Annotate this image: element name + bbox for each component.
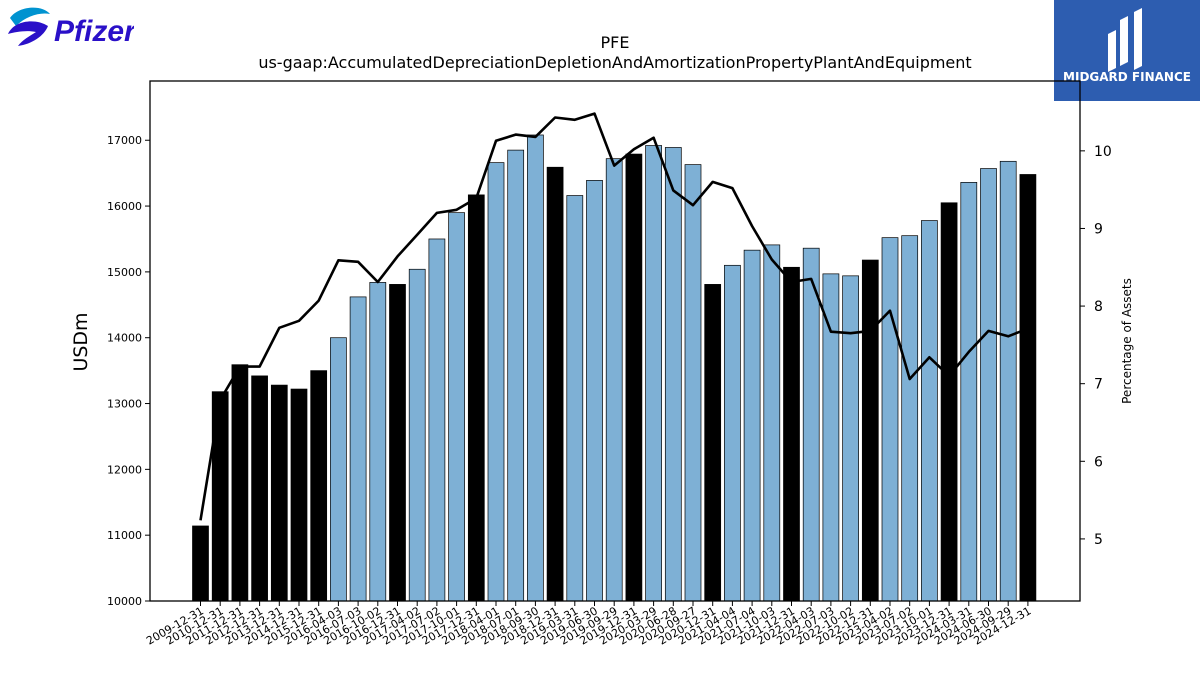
bar-2022-12-31 — [861, 259, 879, 602]
bar-2020-12-31 — [704, 284, 722, 602]
bar-2016-10-02 — [369, 282, 387, 602]
bar-2019-06-30 — [586, 180, 603, 602]
bar-2022-04-03 — [802, 247, 820, 602]
y2-tick-label: 5 — [1094, 532, 1103, 548]
bar-2024-03-31 — [960, 182, 978, 602]
y2-tick-label: 10 — [1094, 144, 1112, 160]
bar-2020-09-27 — [684, 164, 702, 602]
midgard-emblem-left-icon — [1108, 30, 1116, 72]
y-tick-label: 10000 — [107, 595, 142, 608]
bar-2017-04-02 — [408, 268, 426, 602]
bar-2018-04-01 — [487, 162, 505, 602]
bar-2016-07-03 — [349, 296, 367, 602]
midgard-finance-logo: MIDGARD FINANCE — [1054, 0, 1200, 101]
axes: 10000 11000 12000 13000 14000 15000 16000 17000… — [107, 80, 1112, 648]
bar-2019-09-29 — [605, 158, 623, 602]
midgard-logo-mark: MIDGARD FINANCE — [1054, 0, 1200, 101]
bar-2023-10-01 — [921, 220, 938, 602]
bar-2022-07-03 — [822, 273, 840, 602]
bar-2019-03-31 — [566, 195, 584, 602]
y-tick-label: 14000 — [107, 332, 142, 345]
bar-2023-12-31 — [940, 202, 958, 602]
bar-2022-10-02 — [842, 275, 859, 602]
bar-2021-10-03 — [763, 244, 781, 602]
y2-tick-label: 8 — [1094, 299, 1103, 315]
bar-2021-04-04 — [724, 264, 741, 602]
bar-2017-07-02 — [428, 238, 446, 602]
midgard-emblem-middle-icon — [1120, 16, 1128, 66]
bar-2021-12-31 — [783, 266, 800, 602]
bar-2021-07-04 — [743, 249, 761, 602]
y-axis-label: USDm — [70, 312, 92, 371]
bar-series — [192, 134, 1037, 602]
y-tick-label: 11000 — [107, 529, 142, 542]
bar-2020-06-28 — [664, 147, 682, 602]
line-series — [199, 112, 1029, 521]
pfizer-logo: Pfizer — [4, 4, 138, 60]
bar-2014-12-31 — [290, 388, 308, 602]
chart-title: PFE — [601, 33, 630, 52]
pfizer-swirl-lower-icon — [8, 21, 48, 46]
bar-2018-07-01 — [507, 149, 525, 602]
y2-tick-label: 6 — [1094, 454, 1103, 470]
bar-2019-12-31 — [625, 153, 643, 602]
pfizer-wordmark: Pfizer — [54, 15, 134, 48]
y2-tick-label: 7 — [1094, 377, 1103, 393]
y-tick-label: 17000 — [107, 134, 142, 147]
pfizer-logo-mark: Pfizer — [8, 7, 138, 48]
bar-2017-10-01 — [448, 212, 465, 602]
bar-2016-04-03 — [330, 337, 347, 602]
midgard-emblem-right-icon — [1134, 8, 1142, 70]
bar-2009-12-31 — [192, 525, 209, 602]
y-tick-label: 15000 — [107, 266, 142, 279]
pfizer-swirl-upper-icon — [10, 7, 50, 27]
plot-frame — [149, 80, 1081, 602]
bar-2012-12-31 — [251, 375, 268, 602]
bar-2018-09-30 — [527, 134, 544, 602]
chart-subtitle: us-gaap:AccumulatedDepreciationDepletion… — [258, 53, 971, 72]
percentage-line — [199, 112, 1029, 521]
y2-tick-label: 9 — [1094, 221, 1103, 237]
bar-2018-12-31 — [546, 166, 564, 602]
y2-axis-label: Percentage of Assets — [1120, 278, 1134, 404]
y-tick-label: 13000 — [107, 398, 142, 411]
y-tick-label: 12000 — [107, 463, 142, 476]
y-tick-label: 16000 — [107, 200, 142, 213]
midgard-wordmark: MIDGARD FINANCE — [1063, 70, 1191, 84]
bar-2017-12-31 — [467, 194, 485, 602]
bar-2011-12-31 — [231, 364, 249, 602]
bar-2024-09-29 — [999, 160, 1017, 602]
bar-2015-12-31 — [310, 370, 328, 602]
bar-2024-12-31 — [1019, 174, 1037, 602]
bar-2024-06-30 — [980, 168, 997, 602]
bar-2023-04-02 — [881, 237, 899, 602]
bar-2023-07-02 — [901, 235, 919, 602]
bar-2020-03-29 — [645, 145, 662, 602]
bar-2013-12-31 — [270, 384, 288, 602]
bar-2016-12-31 — [389, 284, 406, 602]
bar-2010-12-31 — [211, 391, 229, 602]
